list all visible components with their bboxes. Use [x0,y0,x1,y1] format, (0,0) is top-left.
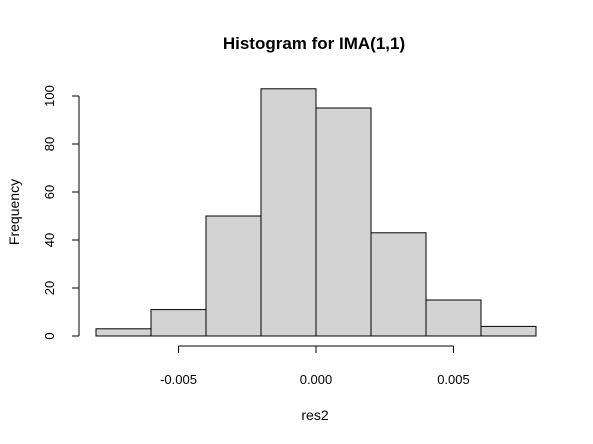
y-tick-label-5: 80 [42,137,57,151]
x-tick-label-1: -0.005 [160,372,197,387]
x-tick-label-3: 0.005 [437,372,470,387]
histogram-bar-7 [425,299,482,337]
histogram-bar-5 [315,107,372,337]
y-axis-label: Frequency [6,179,22,245]
x-axis-label: res2 [301,407,328,423]
histogram-bar-3 [205,215,262,337]
chart-title: Histogram for IMA(1,1) [223,34,405,53]
histogram-bar-1 [95,328,152,337]
histogram-bar-6 [370,232,427,337]
y-tick-label-2: 20 [42,281,57,295]
histogram-bar-8 [480,325,537,337]
histogram-bar-4 [260,88,317,337]
histogram-bar-2 [150,309,207,337]
x-tick-label-2: 0.000 [300,372,333,387]
y-tick-label-3: 40 [42,233,57,247]
y-tick-label-4: 60 [42,185,57,199]
x-axis: -0.005 0.000 0.005 [160,345,470,387]
y-tick-label-1: 0 [42,332,57,339]
y-axis: 0 20 40 60 80 100 [42,85,80,340]
y-tick-label-6: 100 [42,85,57,107]
bars-group [95,88,537,337]
